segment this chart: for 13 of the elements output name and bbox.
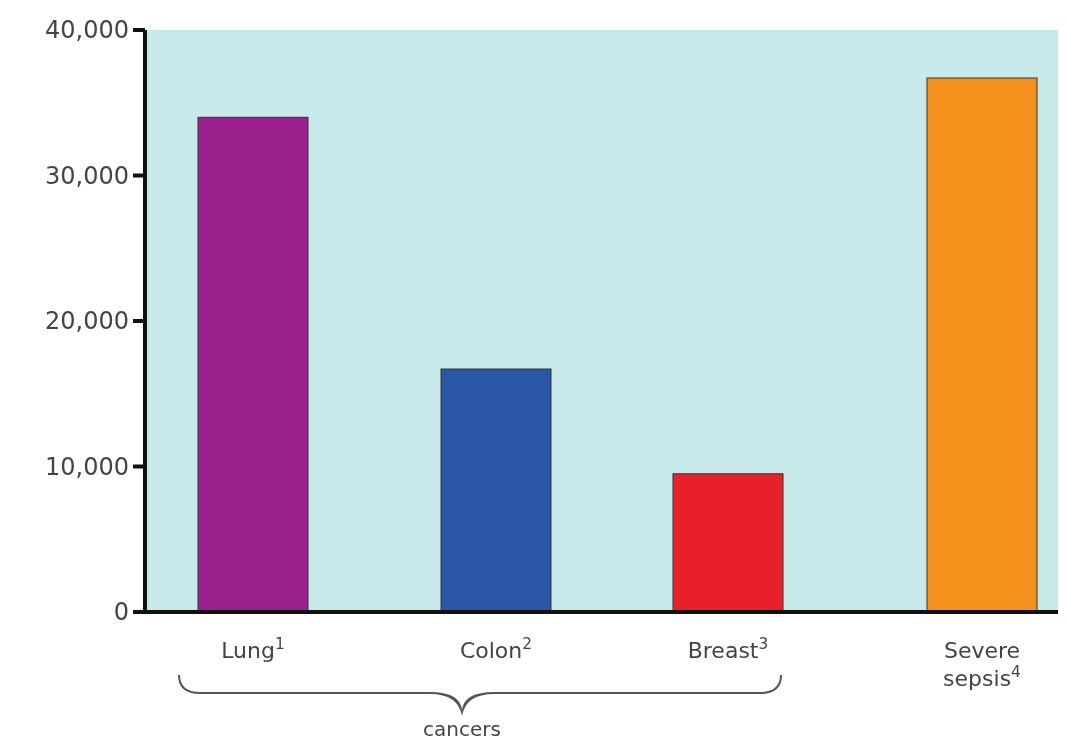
x-tick-label: Colon$^{2}$ [459,635,533,663]
y-tick-label: 0 [113,598,129,627]
x-tick-label: Severe sepsis$^{4}$ [943,638,1021,691]
bar [197,116,309,613]
y-tick-label: 30,000 [45,161,129,190]
text: cancers [423,717,501,741]
y-tick-label: 10,000 [45,452,129,481]
bar [926,77,1038,613]
x-tick-label: Lung$^{1}$ [221,635,285,663]
bar [440,368,552,613]
y-tick-label: 20,000 [45,307,129,336]
x-tick-label: Breast$^{3}$ [687,635,769,663]
y-tick-label: 40,000 [45,16,129,45]
